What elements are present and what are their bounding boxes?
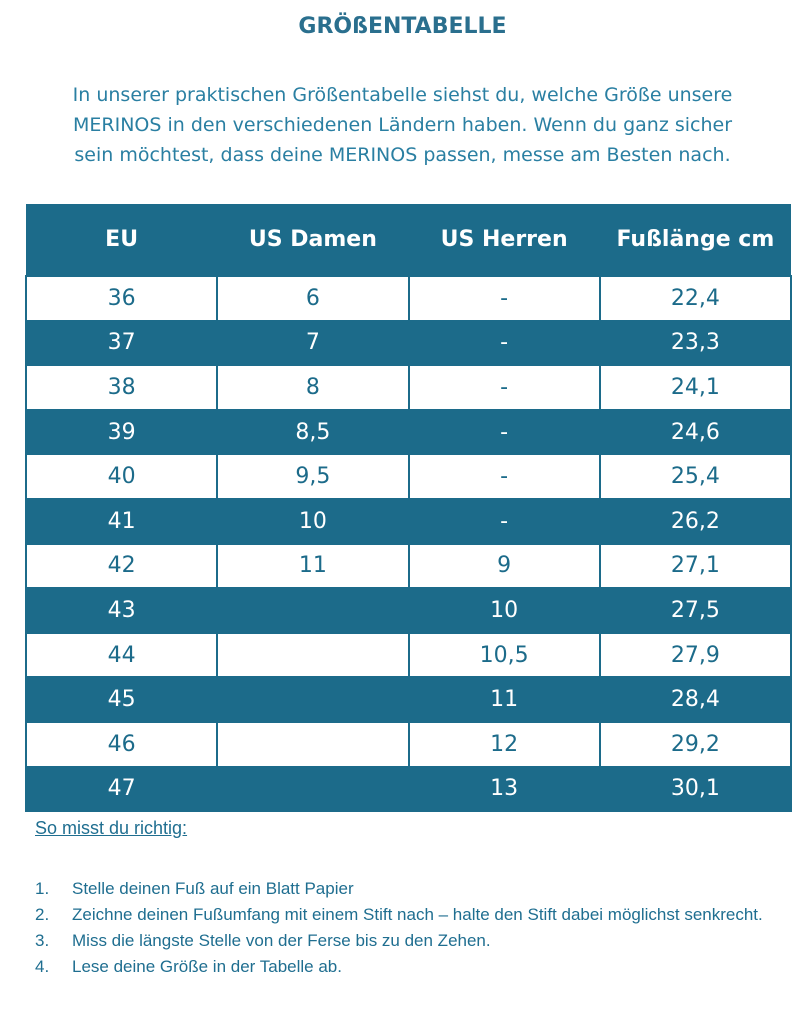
cell-eu: 44 [24,631,219,679]
cell-us-damen [216,587,410,634]
table-body: 36 6-22,4 37 7-23,3 38 8-24,1 39 8,5-24,6 40 9,5-… [24,275,793,813]
table-row: 44 10,5 27,9 [24,631,793,679]
list-item: 4. Lese deine Größe in der Tabelle ab. [35,954,775,980]
cell-fusslaenge: 27,9 [598,631,793,679]
cell-eu: 46 [24,720,219,768]
cell-fusslaenge: 23,3 [598,319,793,367]
cell-eu: 37 [24,319,219,367]
cell-fusslaenge: 25,4 [598,453,793,500]
cell-us-herren: 13 [407,765,601,813]
header-us-herren: US Herren [408,204,600,276]
step-text: Miss die längste Stelle von der Ferse bi… [72,931,491,950]
table-row: 37 7-23,3 [24,319,793,367]
list-item: 2. Zeichne deinen Fußumfang mit einem Sti… [35,902,775,928]
intro-line: sein möchtest, dass deine MERINOS passen… [74,144,731,166]
cell-us-herren: - [407,497,601,545]
header-us-damen: US Damen [217,204,409,276]
step-text: Stelle deinen Fuß auf ein Blatt Papier [72,879,354,898]
cell-fusslaenge: 27,5 [598,587,793,634]
cell-us-damen: 8 [216,364,410,411]
size-table: EU US Damen US Herren Fußlänge cm 36 6-22… [24,204,793,813]
cell-fusslaenge: 27,1 [598,542,793,590]
list-item: 1. Stelle deinen Fuß auf ein Blatt Papier [35,876,775,902]
cell-eu: 45 [24,676,219,723]
step-text: Zeichne deinen Fußumfang mit einem Stift… [72,905,763,924]
cell-eu: 41 [24,497,219,545]
cell-us-herren: - [407,408,601,456]
cell-fusslaenge: 24,6 [598,408,793,456]
cell-us-herren: 10 [407,587,601,634]
cell-us-herren: - [407,453,601,500]
table-row: 46 12 29,2 [24,720,793,768]
cell-us-herren: 10,5 [407,631,601,679]
table-row: 42 11 9 27,1 [24,542,793,590]
cell-us-herren: 12 [407,720,601,768]
cell-fusslaenge: 22,4 [598,275,793,322]
cell-fusslaenge: 26,2 [598,497,793,545]
header-fusslaenge: Fußlänge cm [599,204,791,276]
intro-line: MERINOS in den verschiedenen Ländern hab… [72,114,733,136]
cell-us-herren: - [407,364,601,411]
cell-us-damen: 11 [216,542,410,590]
table-row: 36 6-22,4 [24,275,793,322]
table-row: 38 8-24,1 [24,364,793,411]
cell-eu: 42 [24,542,219,590]
cell-fusslaenge: 24,1 [598,364,793,411]
step-number: 1. [35,879,50,898]
cell-eu: 39 [24,408,219,456]
page-title: GRÖßENTABELLE [298,14,507,39]
cell-us-herren: - [407,319,601,367]
header-eu: EU [26,204,218,276]
cell-us-herren: 11 [407,676,601,723]
table-row: 45 11 28,4 [24,676,793,723]
cell-us-damen [216,676,410,723]
cell-us-damen: 6 [216,275,410,322]
cell-fusslaenge: 28,4 [598,676,793,723]
cell-us-damen: 9,5 [216,453,410,500]
table-header-row: EU US Damen US Herren Fußlänge cm [26,204,791,276]
cell-us-damen [216,765,410,813]
cell-us-damen: 10 [216,497,410,545]
cell-fusslaenge: 29,2 [598,720,793,768]
step-number: 2. [35,905,50,924]
cell-eu: 43 [24,587,219,634]
step-number: 4. [35,957,50,976]
cell-eu: 47 [24,765,219,813]
table-row: 41 10-26,2 [24,497,793,545]
cell-us-damen [216,631,410,679]
cell-us-damen: 8,5 [216,408,410,456]
step-number: 3. [35,931,50,950]
table-row: 47 13 30,1 [24,765,793,813]
intro-line: In unserer praktischen Größentabelle sie… [72,84,733,106]
steps-list: 1. Stelle deinen Fuß auf ein Blatt Papier… [35,876,775,980]
table-row: 39 8,5-24,6 [24,408,793,456]
cell-us-damen: 7 [216,319,410,367]
cell-eu: 36 [24,275,219,322]
step-text: Lese deine Größe in der Tabelle ab. [72,957,342,976]
cell-eu: 40 [24,453,219,500]
cell-fusslaenge: 30,1 [598,765,793,813]
table-row: 43 10 27,5 [24,587,793,634]
cell-eu: 38 [24,364,219,411]
cell-us-herren: - [407,275,601,322]
intro-text: In unserer praktischen Größentabelle sie… [30,80,775,170]
howto-title: So misst du richtig: [35,818,188,838]
list-item: 3. Miss die längste Stelle von der Ferse … [35,928,775,954]
table-row: 40 9,5-25,4 [24,453,793,500]
cell-us-damen [216,720,410,768]
cell-us-herren: 9 [407,542,601,590]
